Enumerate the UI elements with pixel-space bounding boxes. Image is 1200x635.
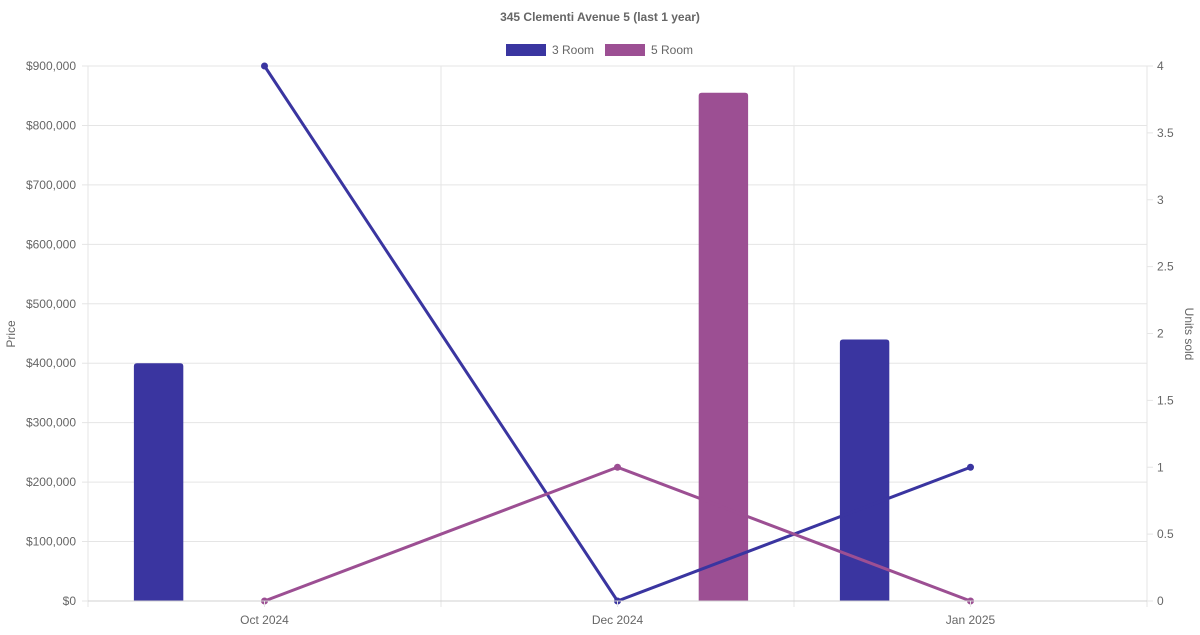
chart-title: 345 Clementi Avenue 5 (last 1 year) (500, 10, 700, 24)
left-tick-label: $300,000 (26, 416, 76, 430)
x-tick-label: Oct 2024 (240, 613, 289, 627)
legend-label-5-room: 5 Room (651, 43, 693, 57)
left-tick-label: $900,000 (26, 59, 76, 73)
left-tick-label: $200,000 (26, 475, 76, 489)
x-tick-label: Dec 2024 (592, 613, 644, 627)
right-tick-label: 2.5 (1157, 260, 1174, 274)
legend: 3 Room 5 Room (506, 43, 693, 57)
right-tick-label: 0 (1157, 594, 1164, 608)
point-5-room (614, 463, 621, 471)
left-tick-label: $400,000 (26, 356, 76, 370)
bars (133, 92, 890, 601)
left-tick-label: $600,000 (26, 237, 76, 251)
left-axis-title: Price (4, 320, 18, 348)
point-3-room (967, 463, 974, 471)
right-axis-title: Units sold (1182, 308, 1196, 361)
right-axis: 0 0.5 1 1.5 2 2.5 3 3.5 4 (1147, 59, 1174, 608)
left-tick-label: $700,000 (26, 178, 76, 192)
x-axis: Oct 2024 Dec 2024 Jan 2025 (88, 600, 1147, 627)
left-tick-label: $100,000 (26, 535, 76, 549)
right-tick-label: 1.5 (1157, 393, 1174, 407)
right-tick-label: 4 (1157, 59, 1164, 73)
right-tick-label: 3.5 (1157, 126, 1174, 140)
bar-3-room (839, 339, 890, 601)
gridlines (82, 65, 1148, 607)
right-tick-label: 0.5 (1157, 527, 1174, 541)
left-tick-label: $800,000 (26, 118, 76, 132)
right-tick-label: 3 (1157, 193, 1164, 207)
right-tick-label: 2 (1157, 327, 1164, 341)
bar-5-room (698, 92, 749, 601)
legend-swatch-5-room (605, 44, 645, 56)
point-3-room (261, 62, 268, 70)
left-tick-label: $0 (63, 594, 77, 608)
bar-3-room (133, 363, 184, 601)
right-tick-label: 1 (1157, 460, 1164, 474)
left-tick-label: $500,000 (26, 297, 76, 311)
legend-label-3-room: 3 Room (552, 43, 594, 57)
x-tick-label: Jan 2025 (946, 613, 996, 627)
left-axis: $0 $100,000 $200,000 $300,000 $400,000 $500,0… (26, 59, 76, 608)
legend-swatch-3-room (506, 44, 546, 56)
